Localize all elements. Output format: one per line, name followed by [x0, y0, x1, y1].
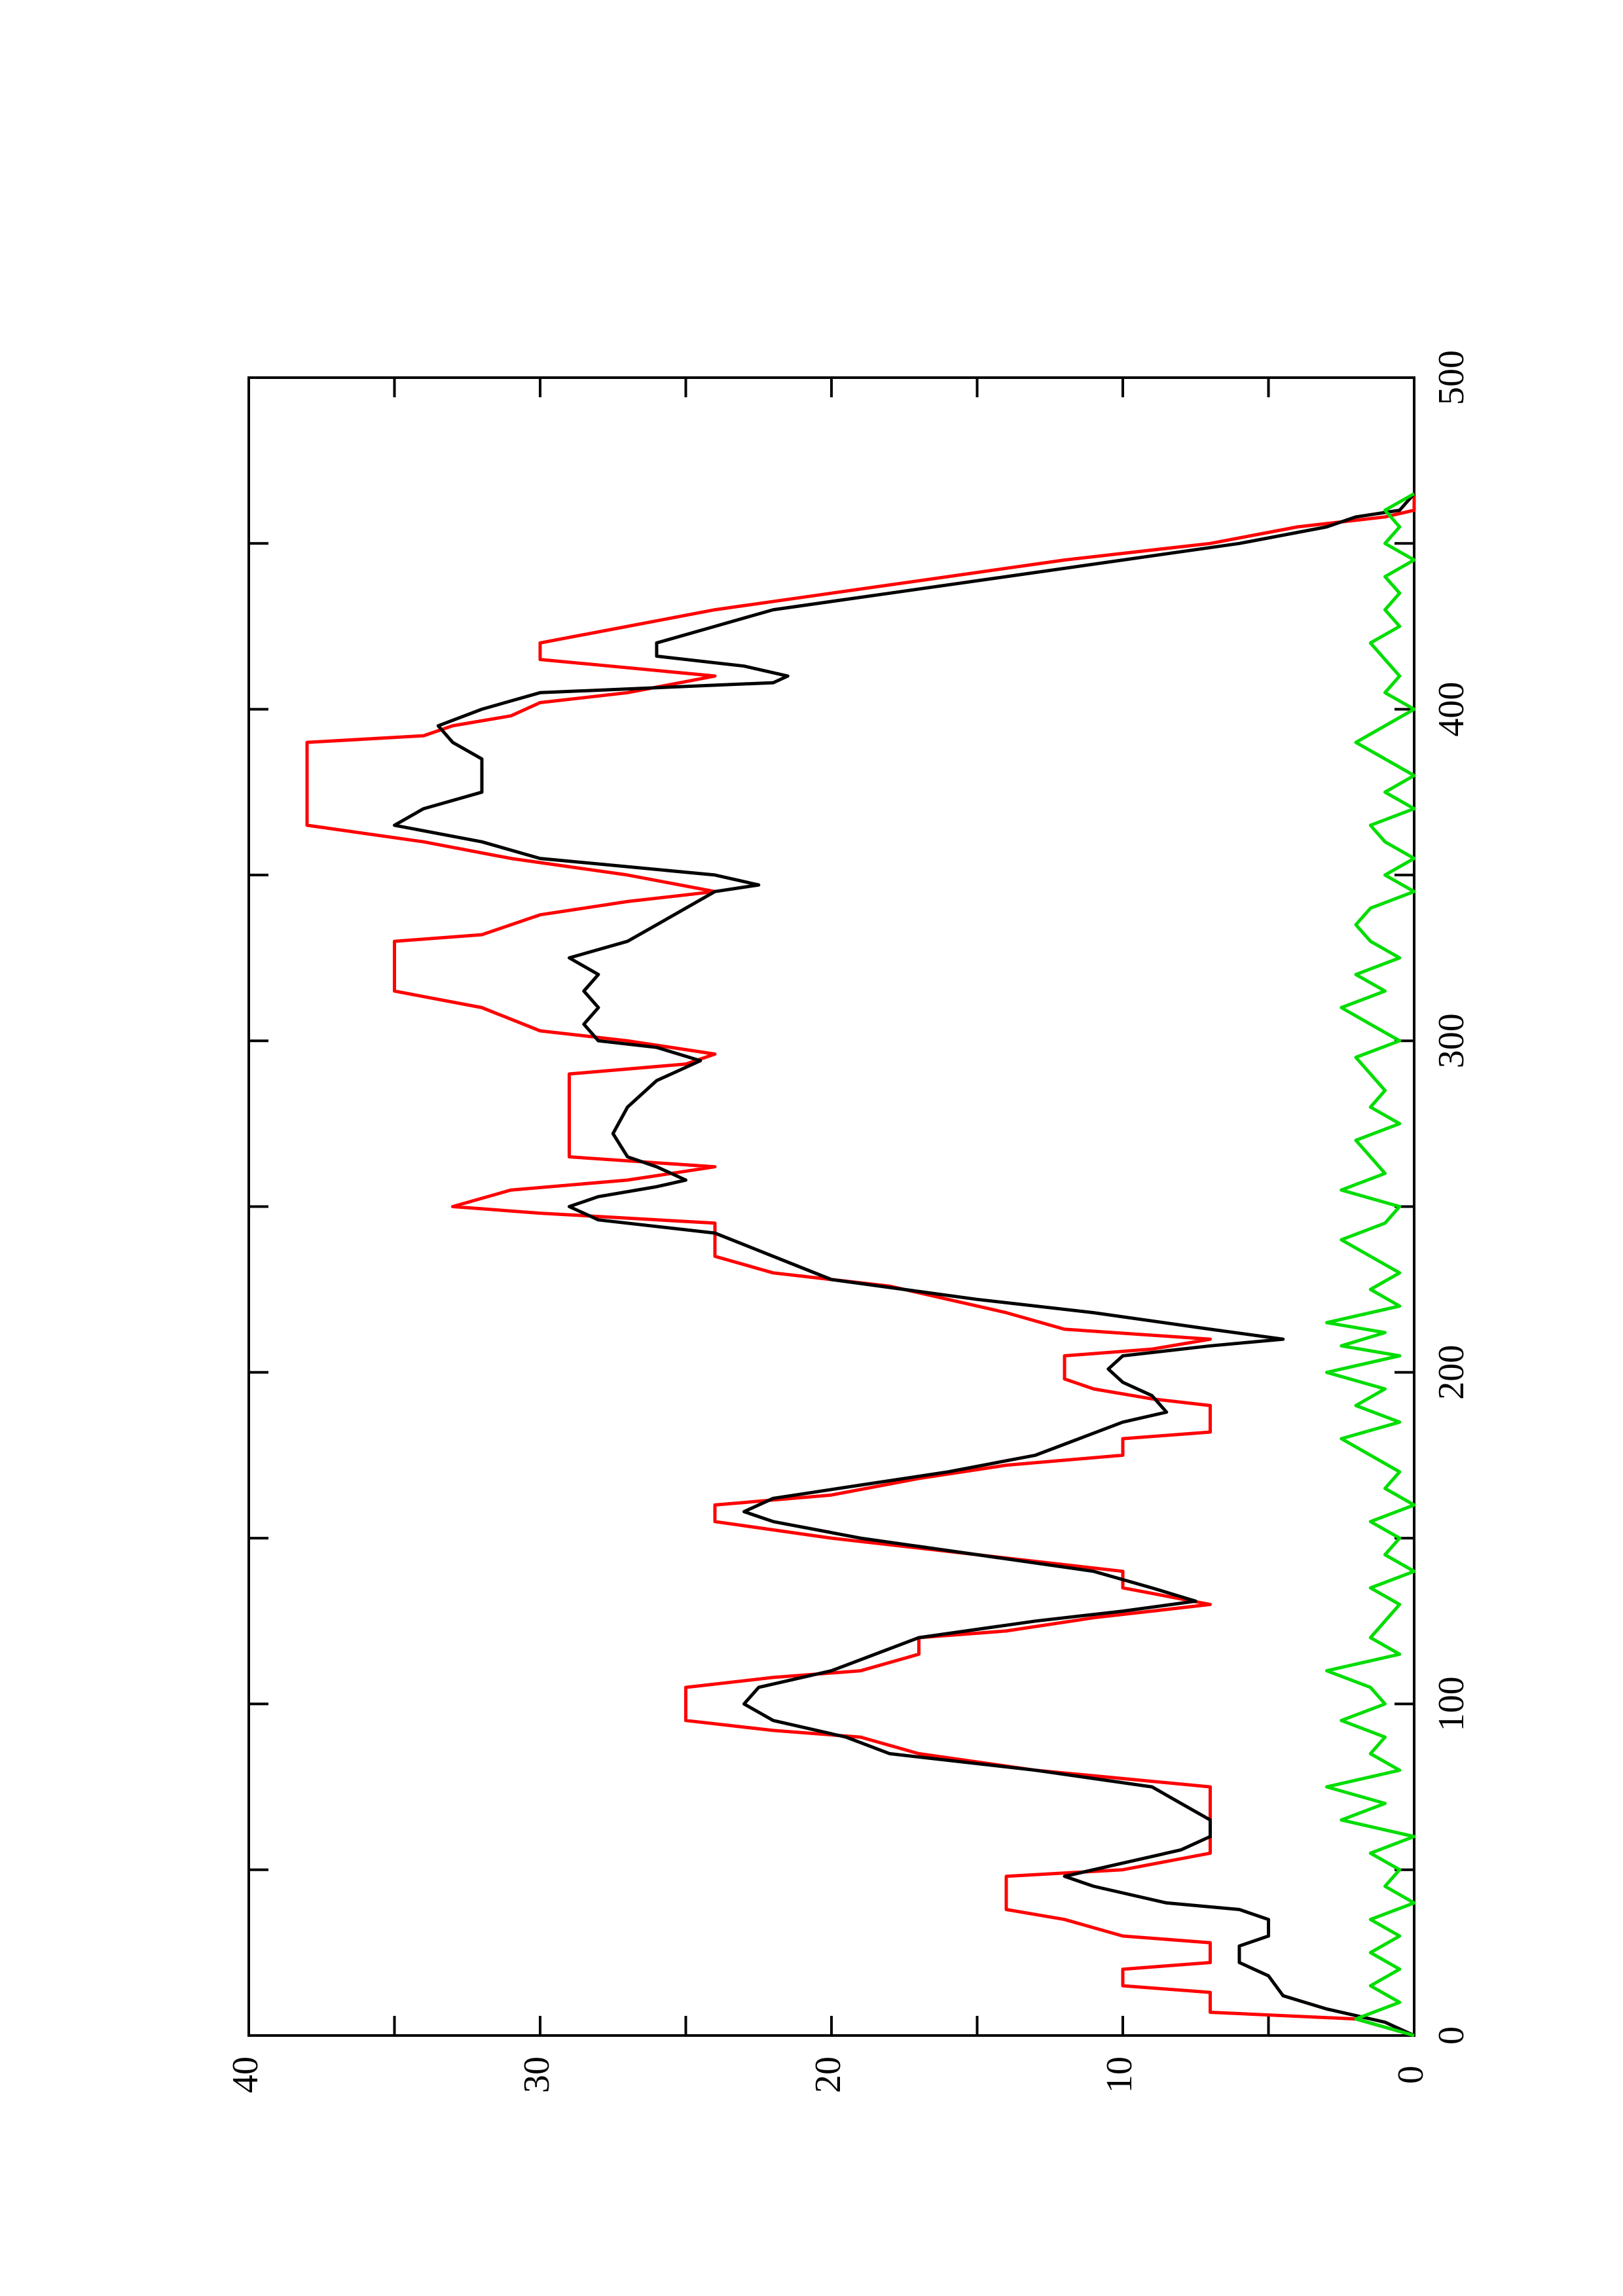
- axis-tick-labels: 0 100 200 300 400 500 0 10 20 30 40: [225, 350, 1472, 2093]
- x-tick-label: 200: [1431, 1345, 1472, 1400]
- series-line-2: [393, 492, 1415, 2037]
- x-tick-label: 0: [1431, 2026, 1472, 2045]
- series-line-3: [1325, 492, 1416, 2037]
- x-tick-label: 500: [1431, 350, 1472, 405]
- x-tick-label: 400: [1431, 682, 1472, 737]
- y-tick-label: 10: [1099, 2056, 1140, 2093]
- y-tick-label: 30: [517, 2056, 557, 2093]
- y-tick-label: 0: [1391, 2066, 1431, 2084]
- axis-ticks: [247, 376, 1415, 2037]
- series-line-1: [305, 493, 1416, 2037]
- series-layer: [305, 492, 1416, 2037]
- x-tick-label: 100: [1431, 1676, 1472, 1731]
- y-tick-label: 20: [808, 2056, 848, 2093]
- x-tick-label: 300: [1431, 1013, 1472, 1068]
- y-tick-label: 40: [225, 2056, 266, 2093]
- plot-frame: [247, 376, 1415, 2037]
